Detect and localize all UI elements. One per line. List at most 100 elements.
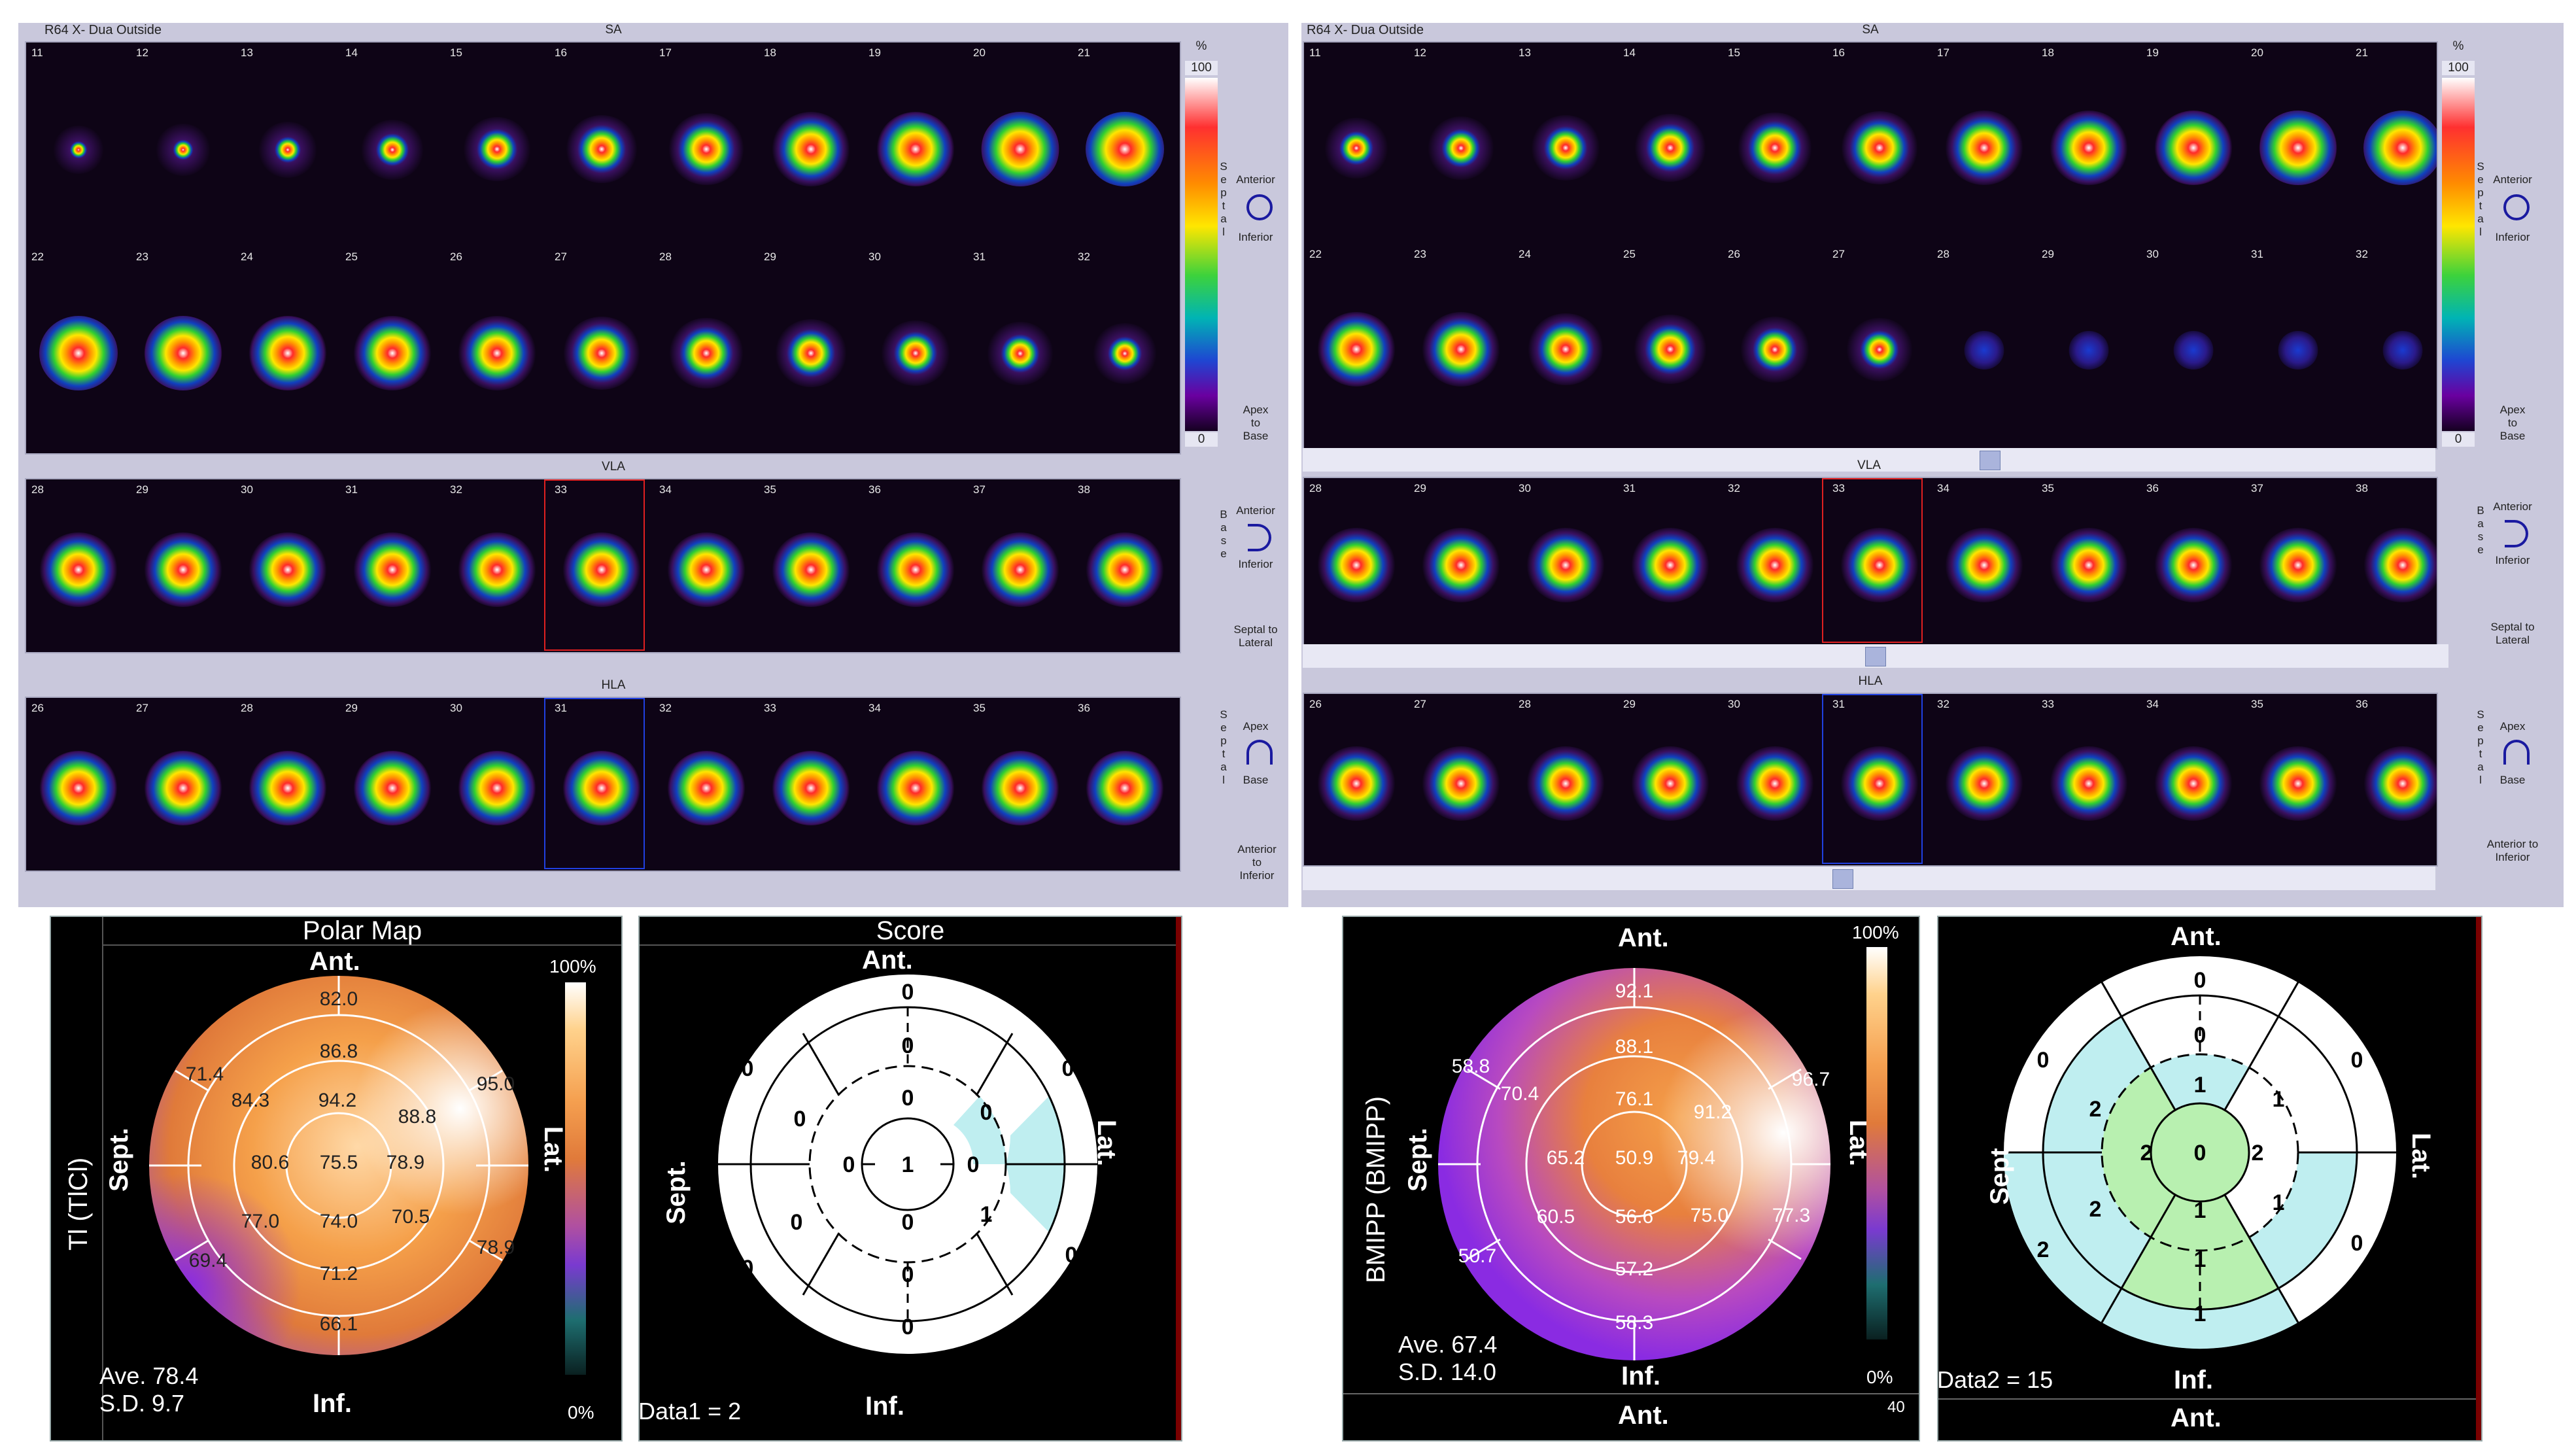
right-sa-strip[interactable]: 11 12 13 14 15 16 17 18 19 20 21 22 23 24 25 26 27 28 29 30… bbox=[1303, 41, 2438, 449]
slice-cell[interactable]: 35 bbox=[2036, 478, 2140, 643]
slice-cell[interactable]: 28 bbox=[654, 247, 757, 451]
slice-cell[interactable]: 11 bbox=[26, 43, 129, 247]
slice-cell[interactable]: 31 bbox=[1827, 694, 1931, 864]
tl-polar-map[interactable]: 82.0 86.8 94.2 88.8 95.0 71.4 84.3 80.6 75.5 78.9… bbox=[129, 950, 548, 1381]
selected-slice-frame[interactable] bbox=[544, 698, 645, 869]
slice-cell[interactable]: 30 bbox=[445, 698, 548, 869]
slice-cell[interactable]: 30 bbox=[235, 479, 339, 651]
slice-cell[interactable]: 15 bbox=[1723, 43, 1826, 244]
slice-cell[interactable]: 34 bbox=[654, 479, 757, 651]
slice-cell[interactable]: 36 bbox=[2141, 478, 2244, 643]
slice-cell[interactable]: 15 bbox=[445, 43, 548, 247]
slice-cell[interactable]: 29 bbox=[340, 698, 443, 869]
slice-cell[interactable]: 32 bbox=[1932, 694, 2035, 864]
slice-cell[interactable]: 26 bbox=[445, 247, 548, 451]
slice-cell[interactable]: 20 bbox=[2246, 43, 2349, 244]
slice-cell[interactable]: 26 bbox=[1723, 244, 1826, 445]
slice-cell[interactable]: 12 bbox=[1409, 43, 1512, 244]
slice-cell[interactable]: 31 bbox=[1618, 478, 1721, 643]
slice-cell[interactable]: 27 bbox=[549, 247, 653, 451]
slice-cell[interactable]: 30 bbox=[863, 247, 967, 451]
slice-cell[interactable]: 29 bbox=[759, 247, 862, 451]
slice-cell[interactable]: 21 bbox=[1073, 43, 1176, 247]
slice-cell[interactable]: 35 bbox=[759, 479, 862, 651]
slice-cell[interactable]: 28 bbox=[1932, 244, 2035, 445]
slice-cell[interactable]: 25 bbox=[1618, 244, 1721, 445]
slice-cell[interactable]: 38 bbox=[2350, 478, 2437, 643]
slice-cell[interactable]: 18 bbox=[2036, 43, 2140, 244]
slice-cell[interactable]: 34 bbox=[863, 698, 967, 869]
selected-slice-frame[interactable] bbox=[1822, 694, 1923, 864]
slice-cell[interactable]: 19 bbox=[863, 43, 967, 247]
slice-cell[interactable]: 35 bbox=[2246, 694, 2349, 864]
slice-cell[interactable]: 31 bbox=[2246, 244, 2349, 445]
slice-cell[interactable]: 13 bbox=[1513, 43, 1617, 244]
slice-cell[interactable]: 21 bbox=[2350, 43, 2437, 244]
slice-cell[interactable]: 17 bbox=[654, 43, 757, 247]
right-vla-strip[interactable]: 28 29 30 31 32 33 34 35 36 37 38 bbox=[1303, 477, 2438, 646]
right-hla-strip[interactable]: 26 27 28 29 30 31 32 33 34 35 36 bbox=[1303, 693, 2438, 867]
bmipp-polar-map[interactable]: 92.1 88.1 76.1 91.2 96.7 58.8 70.4 65.2 50.9 79.4… bbox=[1422, 948, 1847, 1380]
left-hla-strip[interactable]: 26 27 28 29 30 31 32 33 34 35 36 bbox=[25, 697, 1181, 872]
slice-cell[interactable]: 25 bbox=[340, 247, 443, 451]
slice-cell[interactable]: 32 bbox=[1073, 247, 1176, 451]
right-vla-scroll-thumb[interactable] bbox=[1865, 647, 1886, 666]
slice-cell[interactable]: 22 bbox=[26, 247, 129, 451]
slice-cell[interactable]: 29 bbox=[2036, 244, 2140, 445]
slice-cell[interactable]: 31 bbox=[549, 698, 653, 869]
slice-cell[interactable]: 28 bbox=[1513, 694, 1617, 864]
slice-cell[interactable]: 35 bbox=[968, 698, 1071, 869]
slice-cell[interactable]: 26 bbox=[1304, 694, 1407, 864]
slice-cell[interactable]: 30 bbox=[1723, 694, 1826, 864]
slice-cell[interactable]: 12 bbox=[131, 43, 234, 247]
right-sa-scroll-thumb[interactable] bbox=[1980, 451, 2001, 470]
slice-cell[interactable]: 28 bbox=[235, 698, 339, 869]
slice-cell[interactable]: 38 bbox=[1073, 479, 1176, 651]
slice-cell[interactable]: 30 bbox=[1513, 478, 1617, 643]
slice-cell[interactable]: 13 bbox=[235, 43, 339, 247]
slice-cell[interactable]: 34 bbox=[2141, 694, 2244, 864]
selected-slice-frame[interactable] bbox=[1822, 478, 1923, 643]
slice-cell[interactable]: 19 bbox=[2141, 43, 2244, 244]
slice-cell[interactable]: 28 bbox=[1304, 478, 1407, 643]
slice-cell[interactable]: 16 bbox=[1827, 43, 1931, 244]
slice-cell[interactable]: 33 bbox=[2036, 694, 2140, 864]
slice-cell[interactable]: 32 bbox=[2350, 244, 2437, 445]
slice-cell[interactable]: 29 bbox=[1409, 478, 1512, 643]
right-hla-scroll-thumb[interactable] bbox=[1832, 869, 1853, 889]
slice-cell[interactable]: 34 bbox=[1932, 478, 2035, 643]
right-hla-scrollbar[interactable] bbox=[1303, 867, 2435, 890]
slice-cell[interactable]: 17 bbox=[1932, 43, 2035, 244]
selected-slice-frame[interactable] bbox=[544, 479, 645, 651]
slice-cell[interactable]: 20 bbox=[968, 43, 1071, 247]
slice-cell[interactable]: 16 bbox=[549, 43, 653, 247]
bmipp-score-map[interactable]: 0 0 1 1 0 0 2 2 0 2 2 1 1 0 2 1 1 bbox=[1991, 937, 2409, 1368]
slice-cell[interactable]: 27 bbox=[1409, 694, 1512, 864]
slice-cell[interactable]: 36 bbox=[863, 479, 967, 651]
slice-cell[interactable]: 37 bbox=[968, 479, 1071, 651]
slice-cell[interactable]: 36 bbox=[2350, 694, 2437, 864]
slice-cell[interactable]: 32 bbox=[445, 479, 548, 651]
slice-cell[interactable]: 29 bbox=[1618, 694, 1721, 864]
slice-cell[interactable]: 22 bbox=[1304, 244, 1407, 445]
slice-cell[interactable]: 27 bbox=[131, 698, 234, 869]
slice-cell[interactable]: 14 bbox=[1618, 43, 1721, 244]
right-vla-scrollbar[interactable] bbox=[1303, 644, 2448, 668]
slice-cell[interactable]: 24 bbox=[235, 247, 339, 451]
slice-cell[interactable]: 32 bbox=[1723, 478, 1826, 643]
slice-cell[interactable]: 29 bbox=[131, 479, 234, 651]
slice-cell[interactable]: 33 bbox=[549, 479, 653, 651]
right-sa-scrollbar[interactable] bbox=[1303, 448, 2435, 472]
slice-cell[interactable]: 11 bbox=[1304, 43, 1407, 244]
slice-cell[interactable]: 33 bbox=[759, 698, 862, 869]
slice-cell[interactable]: 36 bbox=[1073, 698, 1176, 869]
slice-cell[interactable]: 30 bbox=[2141, 244, 2244, 445]
left-sa-strip[interactable]: 11 12 13 14 15 16 17 18 19 20 21 22 23 24 25 26 27 28 29 30… bbox=[25, 41, 1181, 455]
slice-cell[interactable]: 31 bbox=[340, 479, 443, 651]
slice-cell[interactable]: 24 bbox=[1513, 244, 1617, 445]
slice-cell[interactable]: 23 bbox=[131, 247, 234, 451]
slice-cell[interactable]: 31 bbox=[968, 247, 1071, 451]
slice-cell[interactable]: 18 bbox=[759, 43, 862, 247]
slice-cell[interactable]: 26 bbox=[26, 698, 129, 869]
